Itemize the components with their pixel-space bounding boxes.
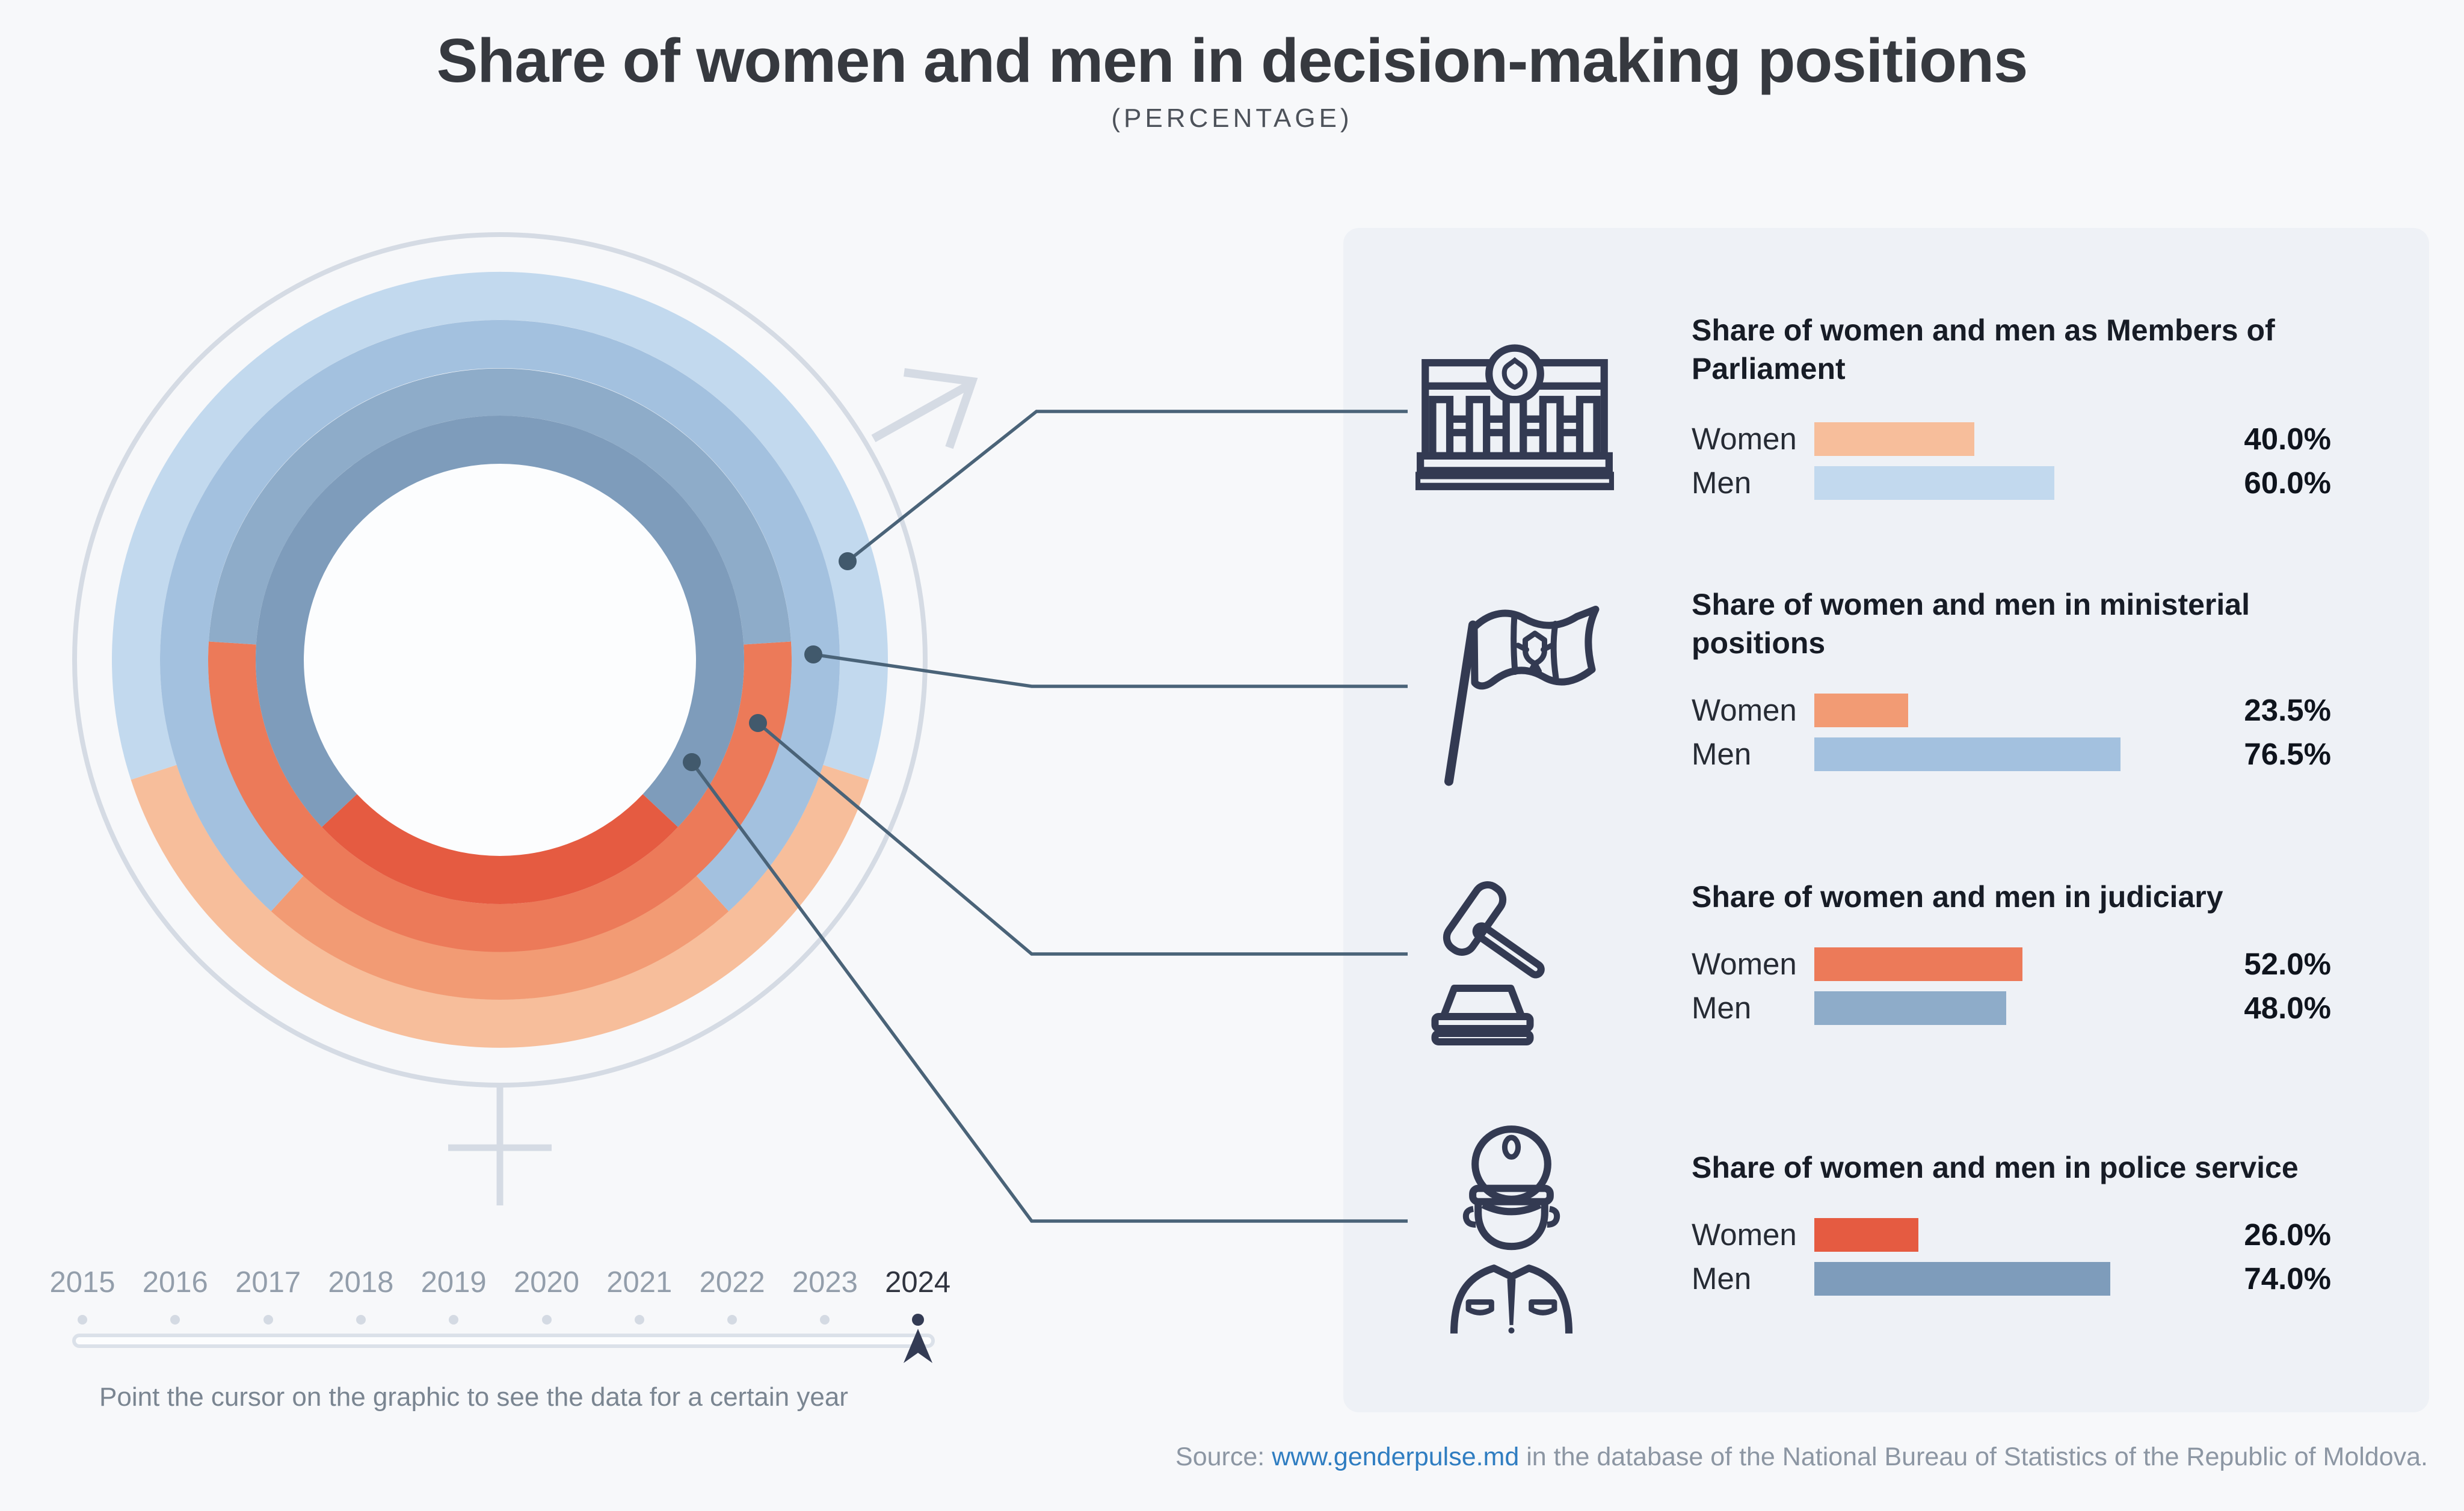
connector-police bbox=[690, 761, 1408, 1223]
parliament-women-value: 40.0% bbox=[2244, 422, 2331, 456]
donut-rings[interactable] bbox=[112, 271, 888, 1048]
page-subtitle: (PERCENTAGE) bbox=[1111, 103, 1353, 133]
women-label: Women bbox=[1692, 1217, 1797, 1252]
timeline-dot-2015 bbox=[78, 1315, 87, 1325]
men-label: Men bbox=[1692, 1261, 1752, 1296]
timeline-year-2024[interactable]: 2024 bbox=[885, 1266, 951, 1299]
parliament-women-row: Women 40.0% bbox=[1692, 422, 2331, 456]
ministerial-men-value: 76.5% bbox=[2244, 737, 2331, 771]
timeline-year-2022[interactable]: 2022 bbox=[699, 1266, 765, 1299]
ministerial-men-row: Men 76.5% bbox=[1692, 737, 2331, 771]
women-label: Women bbox=[1692, 422, 1797, 456]
judiciary-men-arc[interactable] bbox=[209, 368, 791, 645]
police-officer-icon bbox=[1435, 1117, 1588, 1341]
connector-parliament bbox=[846, 410, 1408, 563]
connector-dots bbox=[683, 552, 857, 771]
judiciary-women-arc[interactable] bbox=[208, 641, 792, 952]
timeline-dot-2023 bbox=[820, 1315, 830, 1325]
connector-judiciary bbox=[757, 721, 1408, 956]
timeline-year-2023[interactable]: 2023 bbox=[792, 1266, 858, 1299]
category-title-parliament: Share of women and men as Members of Parl… bbox=[1692, 313, 2275, 386]
parliament-men-value: 60.0% bbox=[2244, 466, 2331, 500]
parliament-men-bar bbox=[1814, 466, 2054, 500]
judiciary-women-row: Women 52.0% bbox=[1692, 947, 2331, 981]
timeline-dot-2021 bbox=[634, 1315, 644, 1325]
police-men-bar bbox=[1814, 1262, 2111, 1296]
timeline-track[interactable] bbox=[72, 1334, 935, 1348]
police-women-row: Women 26.0% bbox=[1692, 1218, 2331, 1252]
parliament-men-row: Men 60.0% bbox=[1692, 466, 2331, 500]
timeline-dot-2016 bbox=[170, 1315, 180, 1325]
gavel-icon bbox=[1420, 870, 1574, 1054]
timeline-dot-2022 bbox=[727, 1315, 738, 1325]
source-link[interactable]: www.genderpulse.md bbox=[1272, 1442, 1520, 1471]
police-women-value: 26.0% bbox=[2244, 1217, 2331, 1252]
police-women-arc[interactable] bbox=[322, 794, 678, 905]
moldova-flag-icon bbox=[1421, 602, 1605, 801]
judiciary-men-value: 48.0% bbox=[2244, 991, 2331, 1025]
source-prefix: Source: bbox=[1175, 1442, 1272, 1471]
timeline-year-2021[interactable]: 2021 bbox=[606, 1266, 673, 1299]
donut-hole bbox=[304, 464, 696, 856]
ministerial-women-arc[interactable] bbox=[271, 875, 729, 1000]
ministerial-men-bar bbox=[1814, 737, 2121, 771]
parliament-men-arc[interactable] bbox=[112, 271, 888, 780]
page-title: Share of women and men in decision-makin… bbox=[436, 26, 2028, 95]
ministerial-women-row: Women 23.5% bbox=[1692, 694, 2331, 727]
men-label: Men bbox=[1692, 737, 1752, 771]
timeline-dot-2024 bbox=[911, 1314, 924, 1326]
category-title-ministerial: Share of women and men in ministerial pos… bbox=[1692, 588, 2250, 660]
details-panel: Share of women and men as Members of Parl… bbox=[1343, 228, 2429, 1412]
category-title-police: Share of women and men in police service bbox=[1692, 1151, 2299, 1184]
women-label: Women bbox=[1692, 947, 1797, 981]
timeline-year-2018[interactable]: 2018 bbox=[328, 1266, 394, 1299]
men-label: Men bbox=[1692, 466, 1752, 500]
judiciary-men-bar bbox=[1814, 991, 2007, 1025]
men-label: Men bbox=[1692, 991, 1752, 1025]
police-women-bar bbox=[1814, 1218, 1918, 1252]
judiciary-women-bar bbox=[1814, 947, 2022, 981]
judiciary-women-value: 52.0% bbox=[2244, 947, 2331, 981]
police-men-row: Men 74.0% bbox=[1692, 1262, 2331, 1296]
parliament-women-bar bbox=[1814, 422, 1974, 456]
judiciary-men-row: Men 48.0% bbox=[1692, 991, 2331, 1025]
ministerial-men-arc[interactable] bbox=[160, 320, 840, 911]
timeline-year-2015[interactable]: 2015 bbox=[49, 1266, 116, 1299]
timeline-dot-2018 bbox=[356, 1315, 366, 1325]
female-symbol-cross bbox=[448, 1085, 552, 1205]
timeline-year-2017[interactable]: 2017 bbox=[235, 1266, 301, 1299]
timeline-hint: Point the cursor on the graphic to see t… bbox=[99, 1382, 848, 1412]
connector-lines bbox=[690, 410, 1408, 1223]
category-title-judiciary: Share of women and men in judiciary bbox=[1692, 880, 2223, 914]
police-men-arc[interactable] bbox=[256, 416, 745, 827]
police-men-value: 74.0% bbox=[2244, 1261, 2331, 1296]
ministerial-women-bar bbox=[1814, 694, 1909, 727]
parliament-icon bbox=[1412, 327, 1617, 493]
source-line: Source: www.genderpulse.md in the databa… bbox=[1175, 1442, 2428, 1472]
parliament-women-arc[interactable] bbox=[131, 765, 869, 1048]
timeline-year-2016[interactable]: 2016 bbox=[142, 1266, 208, 1299]
ministerial-women-value: 23.5% bbox=[2244, 693, 2331, 727]
timeline-dot-2019 bbox=[449, 1315, 459, 1325]
timeline-year-2020[interactable]: 2020 bbox=[513, 1266, 579, 1299]
timeline-dot-2020 bbox=[541, 1315, 552, 1325]
source-suffix: in the database of the National Bureau o… bbox=[1519, 1442, 2428, 1471]
timeline-dot-2017 bbox=[263, 1315, 273, 1325]
male-symbol-arrow bbox=[871, 368, 978, 449]
gender-symbol-decoration bbox=[72, 232, 978, 1205]
connector-ministerial bbox=[813, 653, 1408, 688]
women-label: Women bbox=[1692, 693, 1797, 727]
timeline-year-2019[interactable]: 2019 bbox=[420, 1266, 487, 1299]
